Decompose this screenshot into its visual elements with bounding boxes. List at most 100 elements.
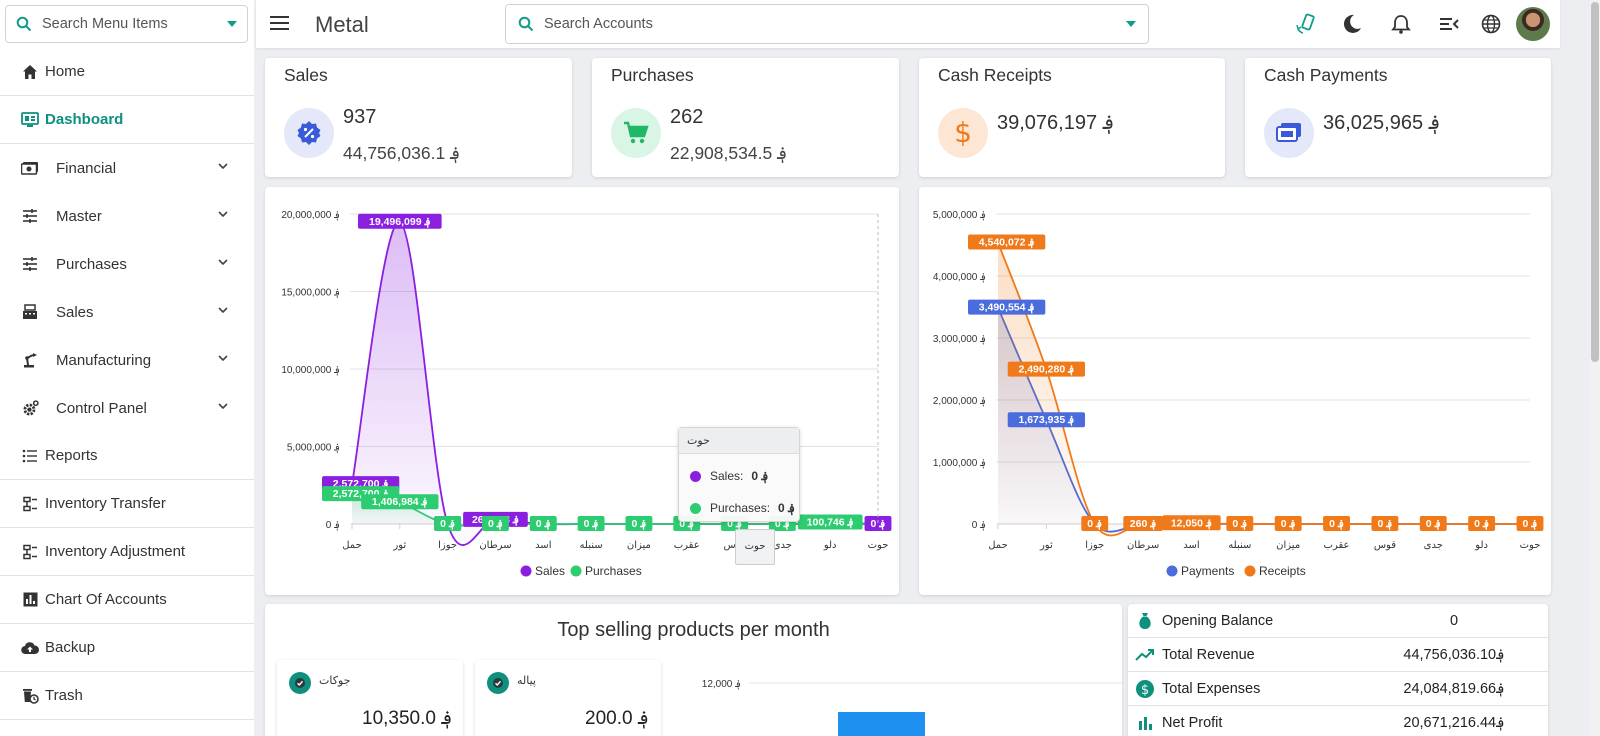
data-label: 0 ؋ xyxy=(1329,518,1344,531)
sales-amount: 44,756,036.1 ؋ xyxy=(343,143,461,163)
x-tick-label: سنبله xyxy=(580,540,603,551)
sidebar-item-home[interactable]: Home xyxy=(0,48,254,96)
avatar[interactable] xyxy=(1516,7,1550,41)
sidebar-item-backup[interactable]: Backup xyxy=(0,624,254,672)
account-search-placeholder: Search Accounts xyxy=(544,16,653,32)
x-tick-label: سرطان xyxy=(1127,540,1159,551)
legend-label: Purchases xyxy=(585,564,642,578)
y-tick-label: 0 ؋ xyxy=(326,520,340,531)
chevron-down-icon xyxy=(218,163,228,170)
summary-label: Opening Balance xyxy=(1162,612,1274,629)
sidebar-item-reports[interactable]: Reports xyxy=(0,432,254,480)
y-tick-label: 0 ؋ xyxy=(972,520,986,531)
summary-card: Opening Balance 0 Total Revenue 44,756,0… xyxy=(1128,604,1548,736)
data-label-bg xyxy=(577,516,605,531)
chevron-down-icon[interactable] xyxy=(227,21,237,27)
sidebar-item-inventory-adjustment[interactable]: Inventory Adjustment xyxy=(0,528,254,576)
product-card[interactable]: جوکات 10,350.0 ؋ xyxy=(277,660,463,736)
x-tick-label: ثور xyxy=(1039,540,1053,551)
data-label: 0 ؋ xyxy=(1377,518,1392,531)
scrollbar[interactable] xyxy=(1590,0,1600,736)
data-label-bg xyxy=(1323,516,1350,531)
x-tick-label: حمل xyxy=(988,540,1008,551)
data-label-bg xyxy=(1007,412,1086,428)
sidebar-item-chart-of-accounts[interactable]: Chart Of Accounts xyxy=(0,576,254,624)
x-tick-label: جوزا xyxy=(438,540,457,551)
cash-receipts-title: Cash Receipts xyxy=(938,65,1052,85)
dollar-circle-icon: $ xyxy=(1134,678,1156,700)
sidebar-item-label: Inventory Adjustment xyxy=(45,543,186,560)
data-label-bg xyxy=(864,516,892,531)
data-label: 19,496,099 ؋ xyxy=(369,216,431,229)
sidebar-item-manufacturing[interactable]: Manufacturing xyxy=(0,336,254,384)
sidebar-item-label: Master xyxy=(56,207,102,225)
home-icon xyxy=(21,63,39,81)
sales-purchases-chart[interactable]: 0 ؋ 5,000,000 ؋ 10,000,000 ؋ 15,000,000 ؋ 20… xyxy=(265,187,899,595)
sidebar-item-master[interactable]: Master xyxy=(0,192,254,240)
top-selling-title: Top selling products per month xyxy=(557,619,830,641)
data-label: 0 ؋ xyxy=(1426,518,1441,531)
payments-receipts-chart-card: 0 ؋ 1,000,000 ؋ 2,000,000 ؋ 3,000,000 ؋ 4,00… xyxy=(919,187,1551,595)
dollar-icon: $ xyxy=(938,108,988,158)
chevron-down-icon xyxy=(218,403,228,410)
search-icon xyxy=(518,16,534,32)
globe-icon[interactable] xyxy=(1480,13,1502,35)
data-label: 0 ؋ xyxy=(871,518,886,531)
product-value: 10,350.0 ؋ xyxy=(362,708,453,729)
legend-label: Receipts xyxy=(1259,564,1306,578)
scrollbar-thumb[interactable] xyxy=(1591,2,1599,362)
x-tick-label: دلو xyxy=(1474,540,1488,551)
chevron-down-icon[interactable] xyxy=(1126,21,1136,27)
y-tick-label: 12,000 ؋ xyxy=(702,679,741,690)
sidebar-item-label: Financial xyxy=(56,159,117,177)
data-label-bg xyxy=(1516,516,1544,531)
mobile-rotate-icon[interactable] xyxy=(1295,13,1317,35)
account-search-input[interactable]: Search Accounts xyxy=(505,4,1149,44)
sidebar-item-sales[interactable]: Sales xyxy=(0,288,254,336)
top-selling-chart[interactable]: 12,000 ؋ xyxy=(665,608,1125,736)
sidebar-item-inventory-transfer[interactable]: Inventory Transfer xyxy=(0,480,254,528)
sidebar-item-dashboard[interactable]: Dashboard xyxy=(0,96,254,144)
bar-chart-icon xyxy=(21,591,39,609)
legend-marker xyxy=(570,565,582,577)
menu-search-input[interactable]: Search Menu Items xyxy=(5,5,248,43)
x-tick-label: حمل xyxy=(342,540,362,551)
bell-icon[interactable] xyxy=(1390,13,1412,35)
y-tick-label: 1,000,000 ؋ xyxy=(933,458,986,469)
purchases-stat-card: Purchases 262 22,908,534.5 ؋ xyxy=(592,58,899,177)
chevron-down-icon xyxy=(218,355,228,362)
payments-receipts-chart[interactable]: 0 ؋ 1,000,000 ؋ 2,000,000 ؋ 3,000,000 ؋ 4,00… xyxy=(919,187,1551,595)
search-icon xyxy=(16,16,32,32)
menu-icon[interactable] xyxy=(270,15,289,31)
dark-mode-icon[interactable] xyxy=(1341,13,1363,35)
sidebar-item-control-panel[interactable]: Control Panel xyxy=(0,384,254,432)
robot-arm-icon xyxy=(21,351,39,369)
x-tick-label: جدی xyxy=(773,540,792,551)
data-label-bg xyxy=(529,516,557,531)
cash-receipts-amount: 39,076,197 ؋ xyxy=(997,112,1115,134)
trending-up-icon xyxy=(1134,644,1156,666)
data-label: 0 ؋ xyxy=(440,518,455,531)
sidebar-item-label: Home xyxy=(45,63,86,80)
data-label-bg xyxy=(968,299,1046,315)
x-tick-label: دلو xyxy=(823,540,837,551)
sidebar-item-label: Dashboard xyxy=(45,111,124,128)
sales-purchases-chart-card: 0 ؋ 5,000,000 ؋ 10,000,000 ؋ 15,000,000 ؋ 20… xyxy=(265,187,899,595)
page-title: Metal xyxy=(315,12,369,37)
sidebar-item-trash[interactable]: Trash xyxy=(0,672,254,720)
data-label: 0 ؋ xyxy=(584,518,599,531)
data-label-bg xyxy=(1226,516,1254,531)
series-area-receipts xyxy=(998,242,1530,536)
sidebar-item-purchases[interactable]: Purchases xyxy=(0,240,254,288)
summary-label: Net Profit xyxy=(1162,714,1223,731)
data-label-bg xyxy=(1419,516,1447,531)
chevron-down-icon xyxy=(218,259,228,266)
tune-icon xyxy=(21,255,39,273)
product-card[interactable]: پیاله 200.0 ؋ xyxy=(475,660,661,736)
sidebar-item-financial[interactable]: Financial xyxy=(0,144,254,192)
menu-collapse-icon[interactable] xyxy=(1438,13,1460,35)
svg-text:$: $ xyxy=(1141,683,1149,698)
sidebar-item-label: Backup xyxy=(45,639,96,656)
data-label-bg xyxy=(1123,515,1163,531)
cash-payments-amount: 36,025,965 ؋ xyxy=(1323,112,1441,134)
